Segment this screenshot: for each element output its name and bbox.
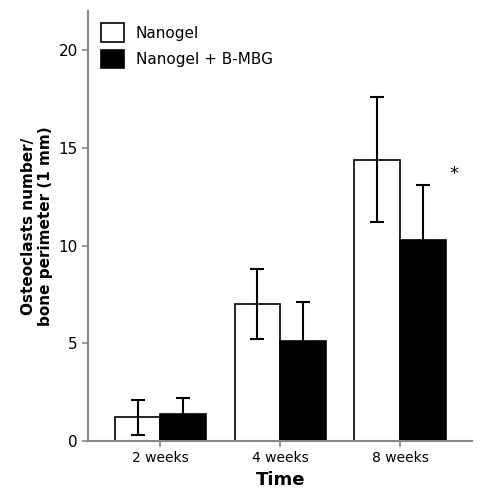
Text: *: * xyxy=(449,165,458,183)
Bar xyxy=(400,240,445,441)
Bar xyxy=(355,160,400,441)
X-axis label: Time: Time xyxy=(256,471,305,489)
Bar xyxy=(115,418,160,441)
Legend: Nanogel, Nanogel + B-MBG: Nanogel, Nanogel + B-MBG xyxy=(96,18,277,73)
Bar xyxy=(160,414,206,441)
Y-axis label: Osteoclasts number/
bone perimeter (1 mm): Osteoclasts number/ bone perimeter (1 mm… xyxy=(21,126,53,326)
Bar xyxy=(235,304,280,441)
Bar xyxy=(280,342,326,441)
